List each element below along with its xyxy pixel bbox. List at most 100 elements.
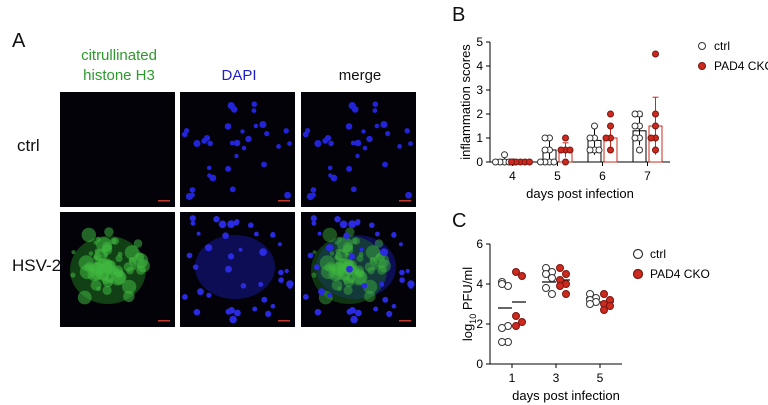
nucleus — [186, 252, 193, 259]
nucleus — [254, 231, 259, 237]
column-header-merge: merge — [338, 67, 382, 84]
nucleus — [252, 306, 258, 312]
data-point — [537, 158, 544, 166]
nucleus — [303, 294, 309, 300]
green-signal — [340, 270, 351, 281]
green-signal — [322, 227, 337, 243]
data-point — [556, 264, 564, 272]
green-signal — [328, 267, 342, 282]
data-point — [606, 302, 614, 310]
nucleus — [313, 264, 320, 270]
nucleus — [404, 128, 410, 134]
nucleus — [327, 292, 333, 298]
data-point — [548, 274, 556, 282]
nucleus — [287, 141, 292, 147]
scale-bar — [278, 320, 290, 322]
data-point — [586, 134, 594, 142]
y-tick-label: 6 — [476, 237, 483, 251]
data-point — [607, 146, 614, 154]
data-point — [518, 318, 526, 326]
data-point — [607, 122, 614, 130]
green-signal — [358, 251, 364, 257]
green-signal — [346, 274, 355, 283]
nucleus — [314, 308, 322, 316]
green-signal — [356, 255, 364, 262]
legend-label: PAD4 CKO — [714, 59, 768, 73]
data-point — [647, 134, 655, 142]
y-tick-label: 4 — [476, 59, 483, 73]
green-signal — [343, 277, 354, 288]
nucleus — [399, 269, 405, 276]
micrograph-hsv2-citrullinated — [60, 212, 175, 327]
nucleus — [326, 244, 334, 252]
nucleus — [350, 315, 358, 324]
legend-label: ctrl — [650, 247, 666, 261]
green-signal — [374, 239, 384, 248]
green-signal — [351, 270, 367, 286]
y-tick-label: 2 — [476, 107, 483, 121]
nucleus — [251, 101, 258, 107]
micrograph-ctrl-merge — [301, 92, 416, 207]
nucleus — [391, 232, 397, 238]
x-tick-label: 4 — [509, 169, 516, 183]
data-point — [541, 134, 549, 142]
green-signal — [364, 290, 376, 303]
green-signal — [369, 257, 378, 266]
nucleus — [190, 192, 195, 198]
nucleus — [190, 220, 196, 226]
data-point — [631, 122, 639, 130]
row-label-ctrl: ctrl — [17, 136, 40, 155]
nucleus — [346, 265, 353, 273]
green-signal — [312, 250, 317, 255]
column-header-dapi: DAPI — [221, 67, 257, 84]
nucleus — [192, 264, 199, 270]
green-signal — [337, 286, 342, 292]
nucleus — [240, 283, 247, 289]
y-tick-label: 1 — [476, 131, 483, 145]
nucleus — [302, 131, 309, 138]
nucleus — [277, 242, 282, 247]
green-signal — [343, 285, 353, 295]
y-tick-label: 0 — [476, 357, 483, 371]
nucleus — [248, 222, 254, 228]
nucleus — [227, 253, 235, 260]
nucleus — [314, 140, 322, 147]
green-signal — [365, 245, 381, 260]
panel-a-letter: A — [12, 30, 26, 52]
green-signal — [342, 244, 354, 255]
data-point — [607, 110, 614, 118]
nucleus — [182, 294, 188, 300]
nucleus — [339, 220, 348, 229]
data-point — [562, 290, 570, 298]
green-signal — [123, 290, 135, 303]
nucleus — [382, 161, 388, 168]
nucleus — [379, 281, 385, 287]
y-axis-label: log10 PFU/ml — [460, 267, 478, 341]
green-signal — [377, 259, 391, 273]
nucleus — [327, 165, 333, 171]
nucleus — [408, 141, 413, 147]
nucleus — [372, 101, 379, 107]
nucleus — [265, 310, 272, 317]
nucleus — [278, 277, 284, 283]
nucleus — [348, 220, 356, 228]
green-signal — [335, 258, 347, 269]
nucleus — [222, 232, 229, 239]
y-axis-label: inflammation scores — [458, 44, 473, 160]
nucleus — [259, 248, 267, 256]
green-signal — [94, 248, 108, 262]
nucleus — [251, 108, 257, 113]
green-signal — [95, 236, 101, 242]
data-point — [512, 312, 520, 320]
green-signal — [334, 252, 343, 261]
green-signal — [355, 268, 365, 278]
data-point — [562, 270, 570, 278]
nucleus — [234, 309, 241, 317]
green-signal — [334, 240, 339, 245]
nucleus — [224, 123, 232, 130]
x-tick-label: 1 — [509, 371, 516, 385]
nucleus — [213, 216, 220, 223]
green-signal — [369, 257, 376, 263]
x-tick-label: 5 — [554, 169, 561, 183]
